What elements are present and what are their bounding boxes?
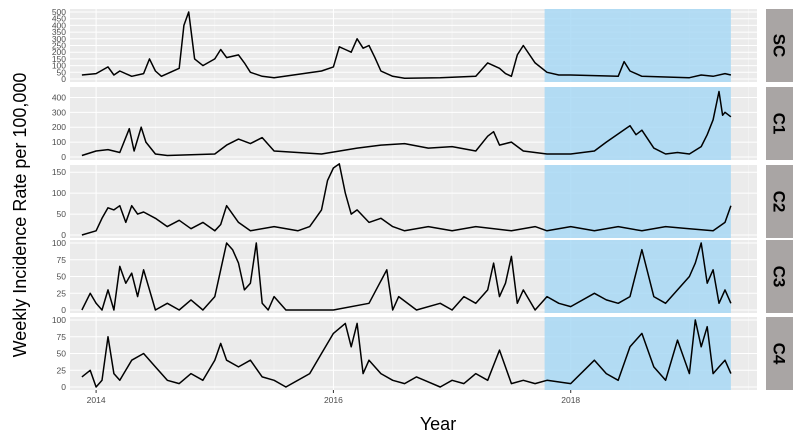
facet-panel-c4: 0 25 50 75 100 C4 <box>52 315 793 392</box>
y-tick-label: 100 <box>52 61 66 71</box>
facet-strip <box>766 317 793 390</box>
y-tick-label: 75 <box>57 255 67 265</box>
highlight-region <box>544 87 731 160</box>
x-tick-label: 2014 <box>87 395 106 405</box>
y-tick-label: 50 <box>57 349 67 359</box>
facet-strip-label: C3 <box>770 266 789 288</box>
y-tick-label: 0 <box>61 74 66 84</box>
facet-strip-label: C1 <box>770 113 789 135</box>
facet-strip <box>766 87 793 160</box>
y-tick-label: 0 <box>61 305 66 315</box>
y-tick-label: 250 <box>52 41 66 51</box>
facet-panel-c3: 0 25 50 75 100 C3 <box>52 238 793 315</box>
y-axis-label: Weekly Incidence Rate per 100,000 <box>10 73 30 358</box>
y-tick-label: 450 <box>52 14 66 24</box>
series-line-c4 <box>81 319 732 388</box>
y-tick-label: 100 <box>52 238 66 248</box>
y-tick-label: 75 <box>57 332 67 342</box>
facet-panel-c1: 0 100 200 300 400 C1 <box>52 87 793 162</box>
y-tick-label: 50 <box>57 272 67 282</box>
y-tick-label: 25 <box>57 365 67 375</box>
y-tick-label: 200 <box>52 122 66 132</box>
y-tick-label: 500 <box>52 7 66 17</box>
y-tick-label: 150 <box>52 54 66 64</box>
y-tick-label: 50 <box>57 209 67 219</box>
y-tick-label: 25 <box>57 288 67 298</box>
y-tick-label: 400 <box>52 92 66 102</box>
y-tick-label: 200 <box>52 47 66 57</box>
y-tick-label: 150 <box>52 167 66 177</box>
facet-strip <box>766 9 793 82</box>
highlight-region <box>544 240 731 313</box>
y-tick-label: 100 <box>52 188 66 198</box>
y-tick-label: 0 <box>61 152 66 162</box>
facet-strip-label: C2 <box>770 191 789 213</box>
highlight-region <box>544 165 731 238</box>
y-tick-label: 300 <box>52 34 66 44</box>
series-line-sc <box>81 11 732 80</box>
y-tick-label: 350 <box>52 27 66 37</box>
facet-panel-c2: 0 50 100 150 C2 <box>52 163 793 240</box>
facet-strip-label: SC <box>770 34 789 58</box>
facet-strip-label: C4 <box>770 343 789 365</box>
y-tick-label: 100 <box>52 137 66 147</box>
x-axis-label: Year <box>420 414 456 434</box>
y-tick-label: 100 <box>52 315 66 325</box>
series-line-c2 <box>81 163 732 236</box>
y-tick-label: 0 <box>61 230 66 240</box>
y-tick-label: 400 <box>52 20 66 30</box>
x-tick-label: 2016 <box>324 395 343 405</box>
facet-strip <box>766 240 793 313</box>
series-line-c1 <box>81 90 732 157</box>
highlight-region <box>544 317 731 390</box>
series-line-c3 <box>81 242 732 311</box>
y-tick-label: 50 <box>57 67 67 77</box>
y-tick-label: 300 <box>52 107 66 117</box>
highlight-region <box>544 9 731 82</box>
y-tick-label: 0 <box>61 382 66 392</box>
facet-strip <box>766 165 793 238</box>
x-tick-label: 2018 <box>561 395 580 405</box>
